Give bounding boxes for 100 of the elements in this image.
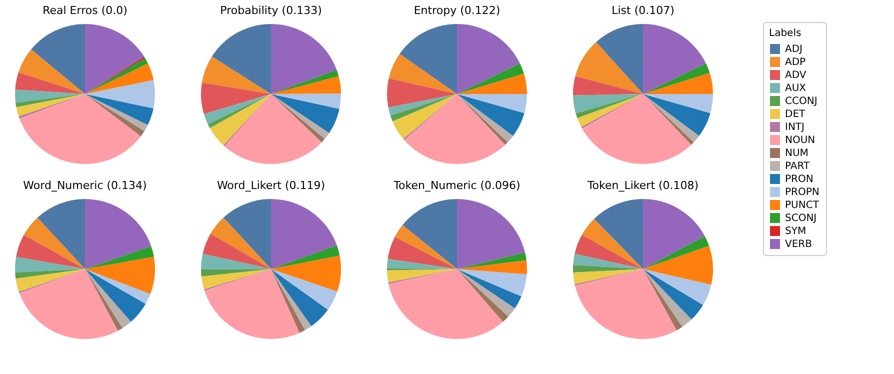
pie-slice (387, 78, 457, 108)
pie-slice (271, 245, 340, 269)
legend-label: SYM (785, 226, 806, 237)
pie-slice (201, 254, 271, 270)
legend-label: PUNCT (785, 200, 820, 211)
pie-slice (643, 269, 712, 306)
chart-title: Token_Likert (0.108) (586, 179, 699, 192)
pie-slice (85, 199, 152, 269)
pie-slice (202, 56, 271, 94)
legend-label: DET (785, 109, 806, 120)
pie-slice (643, 269, 682, 330)
pie-slice (403, 94, 457, 140)
pie-slice (575, 42, 643, 94)
chart-title: Word_Numeric (0.134) (23, 179, 147, 192)
pie-slice (24, 218, 85, 269)
pie-slice (388, 94, 457, 116)
pie-slice (573, 94, 643, 114)
pie-slice (212, 24, 271, 94)
pie-slice (37, 199, 85, 269)
pie-slice (85, 80, 155, 108)
pie-slice (573, 76, 643, 96)
pie-slice (457, 94, 524, 136)
pie-slice (574, 234, 643, 269)
pie-slice (271, 76, 341, 94)
pie-slice (224, 94, 322, 164)
pie-slice (643, 199, 705, 269)
legend-label: CCONJ (785, 96, 818, 107)
pie-slice (388, 236, 457, 269)
pie-slice (85, 24, 144, 94)
pie-slice (15, 72, 85, 94)
pie-slice (271, 269, 306, 333)
pie-slice (85, 94, 154, 125)
pie-slice (271, 255, 341, 292)
pie-slice (643, 72, 713, 94)
pie-slice (85, 269, 150, 304)
legend-label: PART (785, 161, 810, 172)
legend-label: PRON (785, 174, 814, 185)
pie-slice (582, 94, 692, 164)
pie-slice (404, 94, 506, 164)
legend-label: ADP (785, 57, 806, 68)
pie-slice (457, 199, 526, 269)
pie-slice (388, 54, 457, 94)
pie-slice (643, 269, 704, 320)
pie-slice (202, 234, 271, 269)
pie-slice (643, 24, 706, 94)
pie-slice (576, 94, 643, 118)
pie-slice (573, 254, 643, 269)
pie-slice (457, 63, 524, 94)
pie-slice (85, 256, 155, 294)
pie-slice (210, 94, 271, 146)
pie-slice (643, 94, 713, 114)
pie-slice (457, 74, 527, 94)
pie-slice (388, 269, 503, 339)
legend-label: NOUN (785, 135, 816, 146)
pie-slice (457, 94, 527, 114)
pie-slice (400, 24, 457, 94)
pie-slice (457, 269, 527, 296)
pie-slice (271, 269, 328, 326)
pie-slice (271, 94, 341, 109)
pie-slice (596, 24, 643, 94)
legend-label: ADV (785, 70, 806, 81)
pie-slice (643, 236, 710, 269)
pie-slice (19, 94, 141, 164)
pie-slice (15, 269, 85, 279)
pie-slice (201, 82, 271, 114)
chart-title: Probability (0.133) (220, 4, 322, 17)
legend-label: VERB (785, 239, 812, 250)
pie-slice (271, 24, 337, 94)
legend-label: SCONJ (785, 213, 817, 224)
pie-slice (223, 199, 271, 269)
pie-slice (643, 269, 692, 327)
pie-slice (18, 49, 85, 94)
chart-title: Word_Likert (0.119) (216, 179, 326, 192)
pie-slice (85, 63, 154, 94)
pie-slice (271, 70, 339, 94)
pie-slice (457, 260, 527, 274)
legend-title: Labels (769, 28, 802, 39)
legend-label: PROPN (785, 187, 820, 198)
pie-slice (402, 199, 457, 269)
pie-slice (643, 63, 710, 94)
pie-slice (19, 269, 118, 339)
pie-slice (271, 269, 338, 310)
pie-slice (271, 199, 337, 269)
legend-label: NUM (785, 148, 808, 159)
pie-slice (271, 94, 340, 133)
pie-slice (16, 94, 85, 108)
chart-title: Entropy (0.122) (414, 4, 500, 17)
pie-slice (457, 24, 520, 94)
legend-label: AUX (785, 83, 806, 94)
pie-slice (457, 269, 515, 317)
pie-slice (394, 225, 457, 269)
pie-slice (392, 94, 457, 139)
pie-slice (15, 90, 85, 103)
pie-slice (594, 199, 643, 269)
pie-slice (574, 269, 677, 339)
chart-title: Real Erros (0.0) (42, 4, 128, 17)
pie-slice (85, 269, 123, 331)
pie-slice (387, 258, 457, 269)
chart-title: Token_Numeric (0.096) (392, 179, 520, 192)
pie-slice (457, 269, 522, 308)
